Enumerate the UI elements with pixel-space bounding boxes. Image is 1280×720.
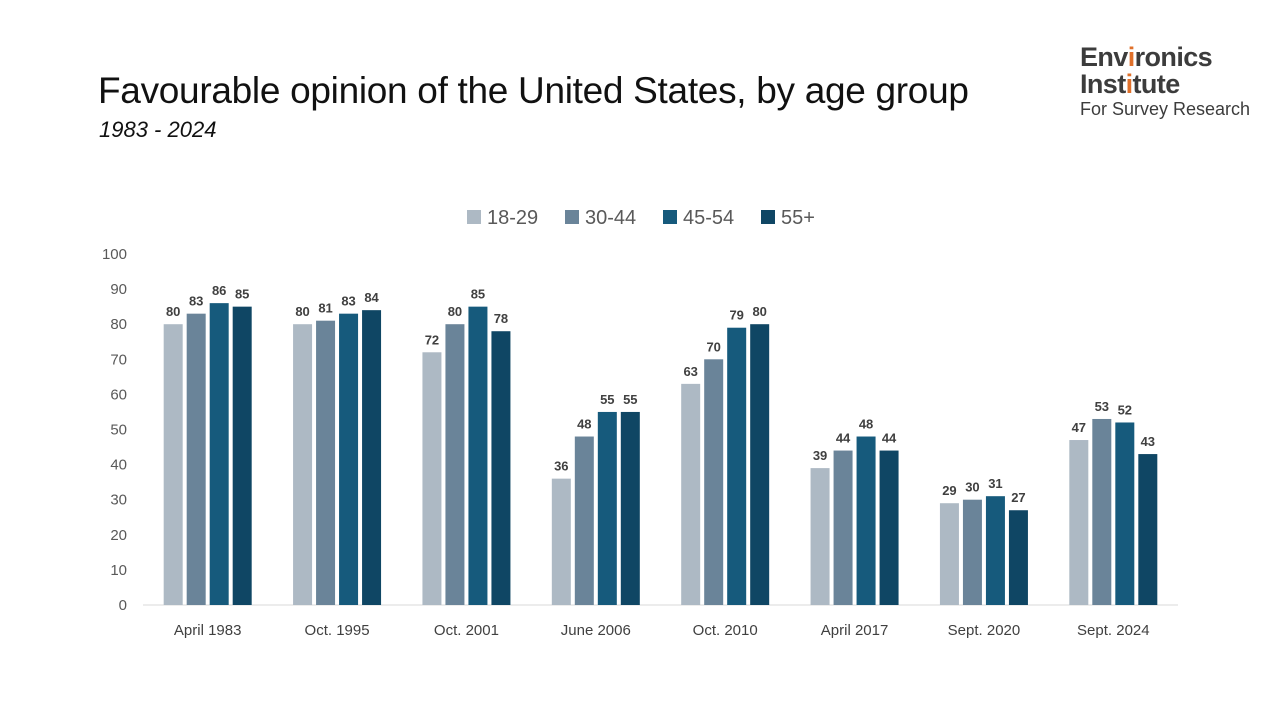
data-label: 78 (494, 311, 508, 326)
y-tick-label: 50 (110, 422, 127, 439)
bar (985, 496, 1005, 605)
data-label: 80 (448, 304, 462, 319)
x-tick-label: Sept. 2024 (1077, 622, 1150, 639)
data-label: 44 (836, 431, 851, 446)
data-label: 81 (318, 301, 332, 316)
x-tick-label: April 1983 (174, 622, 242, 639)
data-label: 84 (364, 290, 379, 305)
legend-swatch (663, 210, 677, 224)
bar (810, 468, 830, 605)
y-tick-label: 40 (110, 457, 127, 474)
y-tick-label: 80 (110, 316, 127, 333)
bar (962, 499, 982, 605)
y-tick-label: 100 (102, 246, 127, 263)
y-tick-label: 0 (119, 597, 127, 614)
y-tick-label: 20 (110, 527, 127, 544)
data-label: 47 (1072, 420, 1086, 435)
data-label: 36 (554, 459, 568, 474)
data-label: 85 (235, 287, 249, 302)
bar (750, 324, 770, 605)
environics-logo: Environics Institute For Survey Research (1080, 44, 1250, 120)
bar (362, 310, 382, 605)
data-label: 53 (1095, 399, 1109, 414)
bar (1115, 422, 1135, 605)
bar (833, 450, 853, 605)
y-tick-label: 10 (110, 562, 127, 579)
data-label: 43 (1141, 434, 1155, 449)
bar (468, 306, 488, 605)
bar (1138, 454, 1158, 605)
bar (1069, 440, 1089, 605)
data-label: 70 (706, 339, 720, 354)
data-label: 31 (988, 476, 1002, 491)
legend-label: 55+ (781, 207, 815, 229)
bar (1092, 418, 1112, 605)
x-tick-label: Oct. 2001 (434, 622, 499, 639)
bar (551, 478, 571, 605)
data-label: 80 (295, 304, 309, 319)
data-label: 27 (1011, 490, 1025, 505)
bar (422, 352, 442, 605)
data-label: 30 (965, 480, 979, 495)
chart-title: Favourable opinion of the United States,… (98, 70, 969, 111)
data-label: 39 (813, 448, 827, 463)
x-tick-label: June 2006 (561, 622, 631, 639)
data-label: 79 (729, 308, 743, 323)
bar (163, 324, 183, 605)
bar (574, 436, 594, 605)
logo-line-2: Institute (1080, 69, 1180, 99)
bar (293, 324, 313, 605)
bar (316, 320, 336, 605)
data-label: 44 (882, 431, 897, 446)
bar (597, 411, 617, 605)
data-label: 55 (600, 392, 614, 407)
bar (727, 327, 747, 605)
data-label: 63 (683, 364, 697, 379)
data-label: 55 (623, 392, 637, 407)
data-label: 83 (189, 294, 203, 309)
bar (232, 306, 252, 605)
data-label: 52 (1118, 402, 1132, 417)
legend-swatch (761, 210, 775, 224)
x-tick-label: April 2017 (821, 622, 889, 639)
legend-label: 18-29 (487, 207, 538, 229)
bar (445, 324, 465, 605)
x-tick-label: Oct. 1995 (305, 622, 370, 639)
data-label: 72 (425, 332, 439, 347)
bar (879, 450, 899, 605)
legend-swatch (467, 210, 481, 224)
x-tick-label: Sept. 2020 (948, 622, 1021, 639)
data-label: 48 (859, 417, 873, 432)
logo-line-3: For Survey Research (1080, 99, 1251, 119)
bar (681, 383, 701, 605)
bar (939, 503, 959, 605)
chart-subtitle: 1983 - 2024 (99, 117, 217, 142)
legend-swatch (565, 210, 579, 224)
data-label: 83 (341, 294, 355, 309)
legend-label: 45-54 (683, 207, 734, 229)
y-tick-label: 70 (110, 351, 127, 368)
bar (491, 331, 511, 605)
bar (704, 359, 724, 605)
data-label: 48 (577, 417, 591, 432)
data-label: 80 (752, 304, 766, 319)
x-tick-label: Oct. 2010 (693, 622, 758, 639)
legend-label: 30-44 (585, 207, 636, 229)
data-label: 86 (212, 283, 226, 298)
bar (856, 436, 876, 605)
bar (209, 303, 229, 605)
y-tick-label: 30 (110, 492, 127, 509)
y-tick-label: 90 (110, 281, 127, 298)
bar (339, 313, 359, 605)
bar (1008, 510, 1028, 605)
data-label: 80 (166, 304, 180, 319)
bar (186, 313, 206, 605)
bar (620, 411, 640, 605)
y-tick-label: 60 (110, 386, 127, 403)
data-label: 29 (942, 483, 956, 498)
logo-line-1: Environics (1080, 42, 1213, 72)
data-label: 85 (471, 287, 485, 302)
